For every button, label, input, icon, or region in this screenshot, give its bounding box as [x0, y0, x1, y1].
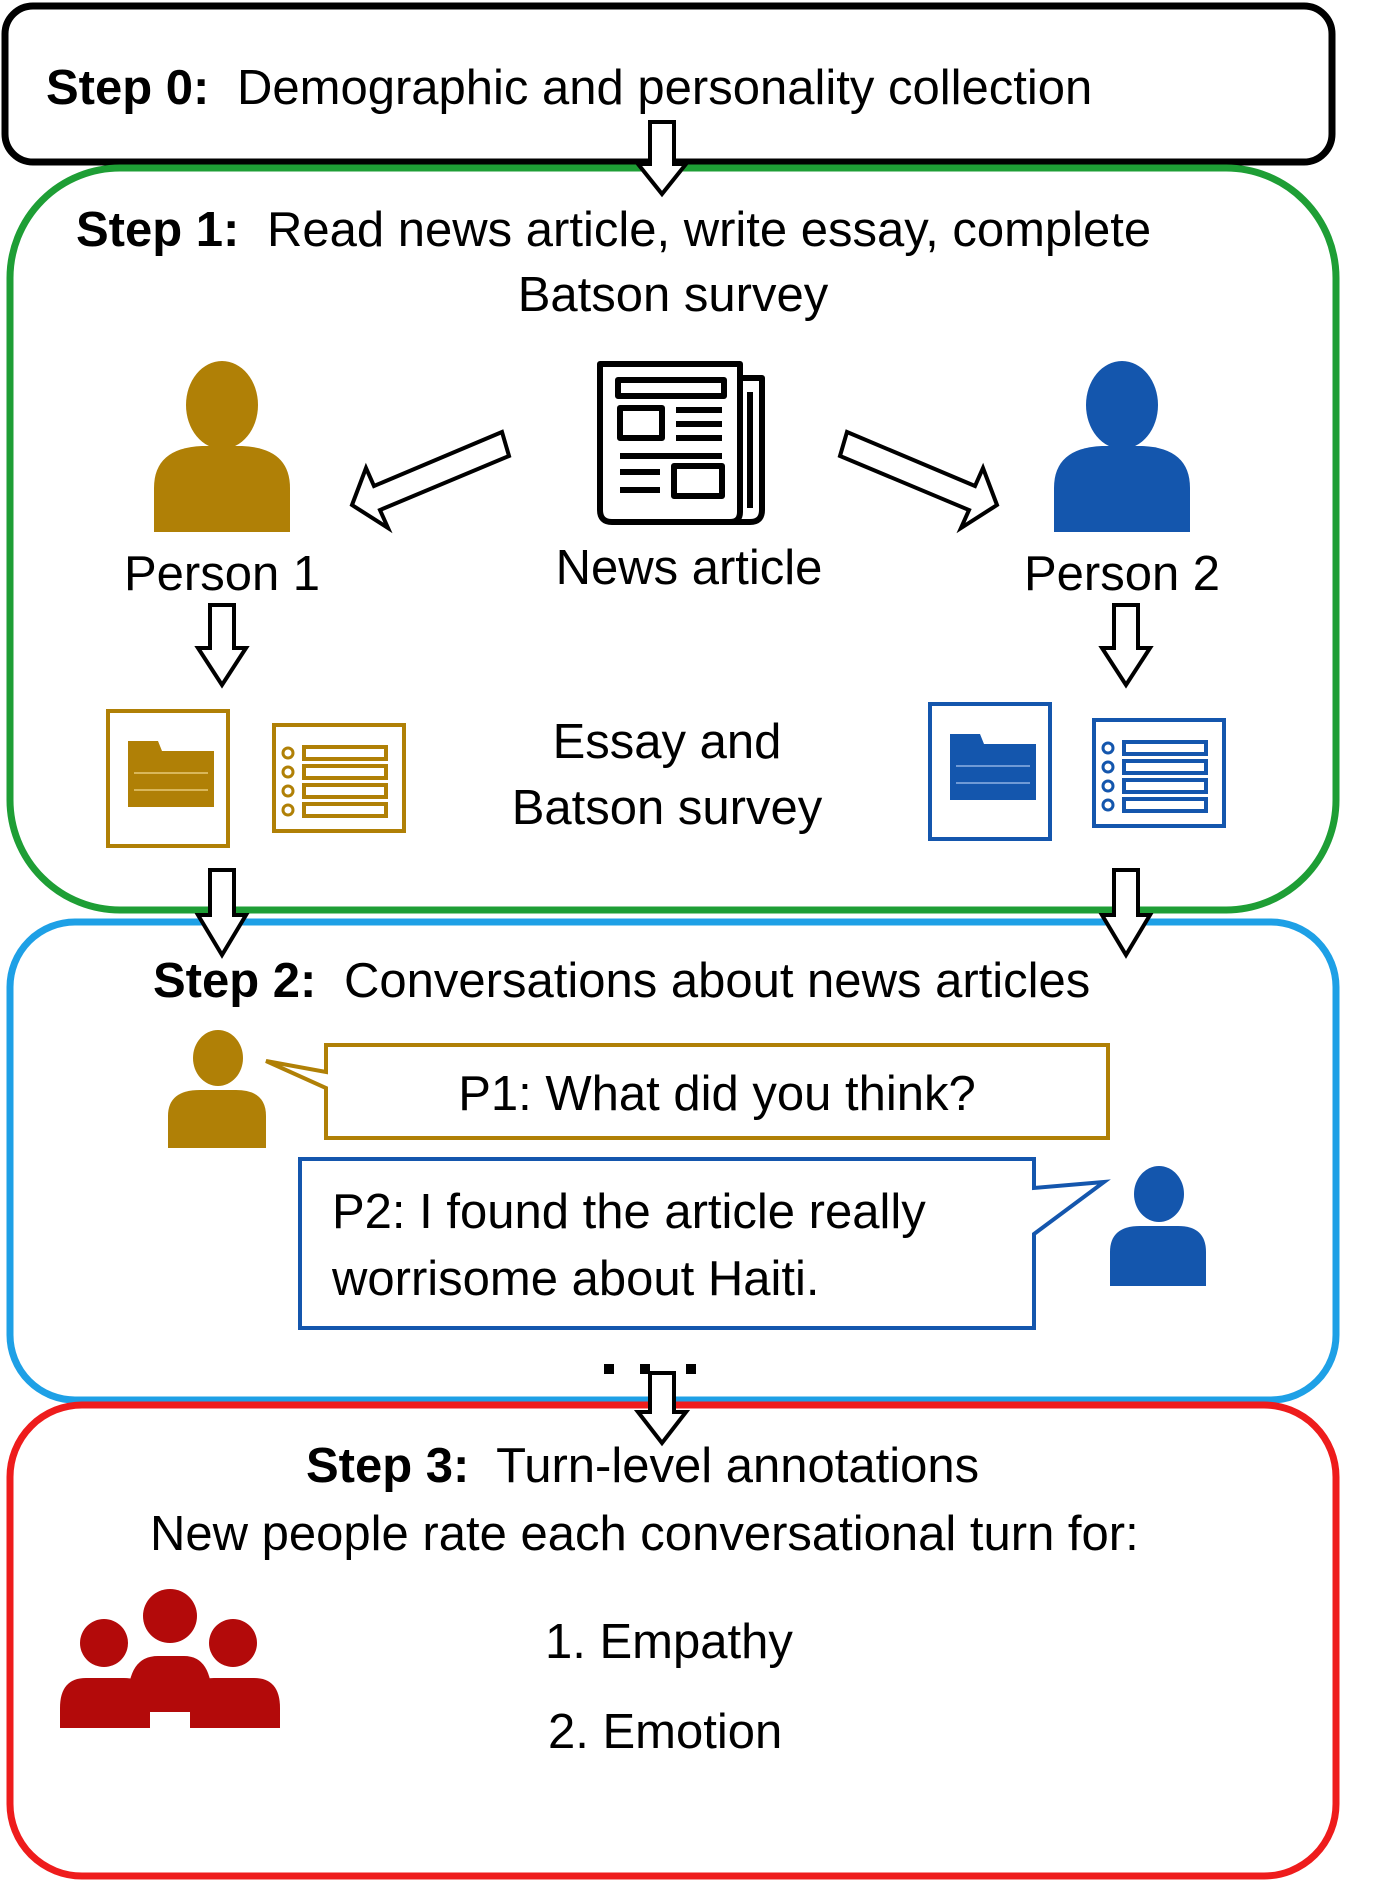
arrow-person2-down: [1098, 603, 1154, 689]
arrow-news-to-person1: [349, 429, 512, 534]
person2-label: Person 2: [1024, 547, 1220, 601]
step3-label: Step 3:: [306, 1439, 469, 1493]
p2-message-line1: P2: I found the article really: [332, 1185, 926, 1239]
essay-icon-person2: [928, 702, 1052, 841]
p1-speech-bubble: [265, 1043, 1110, 1140]
arrow-news-to-person2: [837, 429, 1000, 534]
arrow-person1-down: [194, 603, 250, 689]
annotators-group-icon: [60, 1589, 280, 1728]
news-article-label: News article: [556, 541, 823, 595]
step0-description: Demographic and personality collection: [237, 61, 1092, 115]
arrow-step2-to-step3: [633, 1371, 691, 1447]
step0-label: Step 0:: [46, 61, 209, 115]
step1-description: Read news article, write essay, complete: [267, 203, 1151, 257]
annotation-item-empathy: 1. Empathy: [545, 1615, 793, 1669]
step2-label: Step 2:: [153, 954, 316, 1008]
p1-message: P1: What did you think?: [458, 1067, 976, 1121]
essay-label-line1: Essay and: [553, 715, 782, 769]
step3-title: Step 3: Turn-level annotations: [306, 1439, 979, 1493]
step1-title-line2: Batson survey: [518, 268, 829, 322]
person1-label: Person 1: [124, 547, 320, 601]
step1-label: Step 1:: [76, 203, 239, 257]
arrow-step1-to-step2-right: [1098, 868, 1154, 959]
person1-icon: [154, 361, 290, 532]
person2-icon: [1054, 361, 1190, 532]
p2-message-line2: worrisome about Haiti.: [331, 1252, 819, 1306]
arrow-step0-to-step1: [633, 120, 691, 198]
step2-description: Conversations about news articles: [344, 954, 1090, 1008]
survey-icon-person1: [272, 723, 406, 833]
speaker2-icon: [1110, 1166, 1206, 1286]
arrow-step1-to-step2-left: [194, 868, 250, 959]
survey-icon-person2: [1092, 718, 1226, 828]
newspaper-icon: [597, 361, 765, 525]
step3-description: Turn-level annotations: [496, 1439, 979, 1493]
annotation-item-emotion: 2. Emotion: [548, 1705, 782, 1759]
step3-subtitle: New people rate each conversational turn…: [150, 1507, 1139, 1561]
p2-speech-bubble: [298, 1157, 1111, 1330]
step0-text: Step 0: Demographic and personality coll…: [46, 61, 1092, 115]
essay-icon-person1: [106, 709, 230, 848]
continuation-dots: [604, 1364, 696, 1374]
essay-label-line2: Batson survey: [512, 781, 823, 835]
step2-title: Step 2: Conversations about news article…: [153, 954, 1090, 1008]
speaker1-icon: [168, 1030, 266, 1148]
step1-title: Step 1: Read news article, write essay, …: [76, 203, 1151, 257]
